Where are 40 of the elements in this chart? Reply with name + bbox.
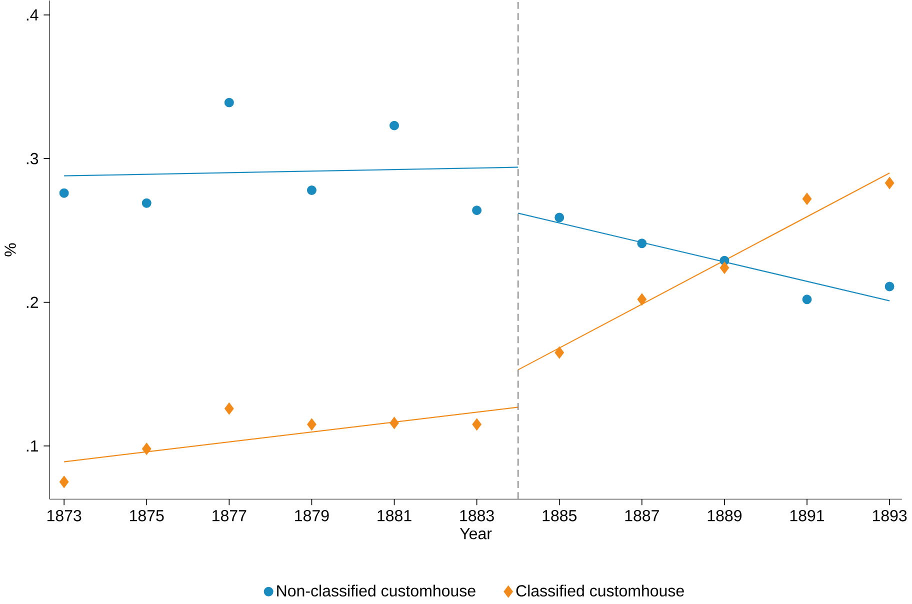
point (306, 185, 316, 195)
point (472, 206, 482, 216)
point (884, 176, 894, 190)
point (224, 402, 234, 415)
x-tick-label: 1891 (790, 510, 824, 522)
point (802, 294, 812, 304)
x-axis-title: Year (460, 528, 492, 540)
y-tick-label: .3 (26, 152, 38, 164)
x-tick-label: 1889 (708, 510, 742, 522)
point (307, 418, 316, 431)
point (802, 192, 812, 205)
point (59, 476, 69, 488)
point (637, 238, 647, 248)
point (390, 416, 399, 430)
point (224, 98, 234, 108)
legend-label: Non-classified customhouse (277, 584, 476, 597)
x-tick-label: 1893 (872, 510, 907, 522)
x-tick-label: 1877 (212, 510, 246, 522)
point (554, 212, 564, 222)
point (59, 188, 69, 198)
point (554, 346, 564, 359)
x-tick-label: 1885 (542, 510, 576, 522)
point (472, 418, 482, 431)
point (720, 262, 730, 274)
x-tick-label: 1875 (130, 510, 164, 522)
y-tick-label: .4 (26, 9, 38, 20)
y-axis-title: % (4, 243, 16, 256)
x-tick-label: 1879 (295, 510, 329, 522)
point (142, 442, 152, 455)
x-tick-label: 1881 (378, 510, 412, 522)
x-tick-label: 1883 (460, 510, 494, 522)
y-tick-label: .1 (26, 440, 38, 452)
x-tick-label: 1873 (47, 510, 82, 522)
point (884, 282, 894, 292)
point (637, 293, 647, 306)
point (390, 120, 400, 130)
legend-label: Classified customhouse (516, 584, 684, 597)
point (142, 198, 152, 208)
x-tick-label: 1887 (625, 510, 659, 522)
y-tick-label: .2 (26, 296, 38, 308)
